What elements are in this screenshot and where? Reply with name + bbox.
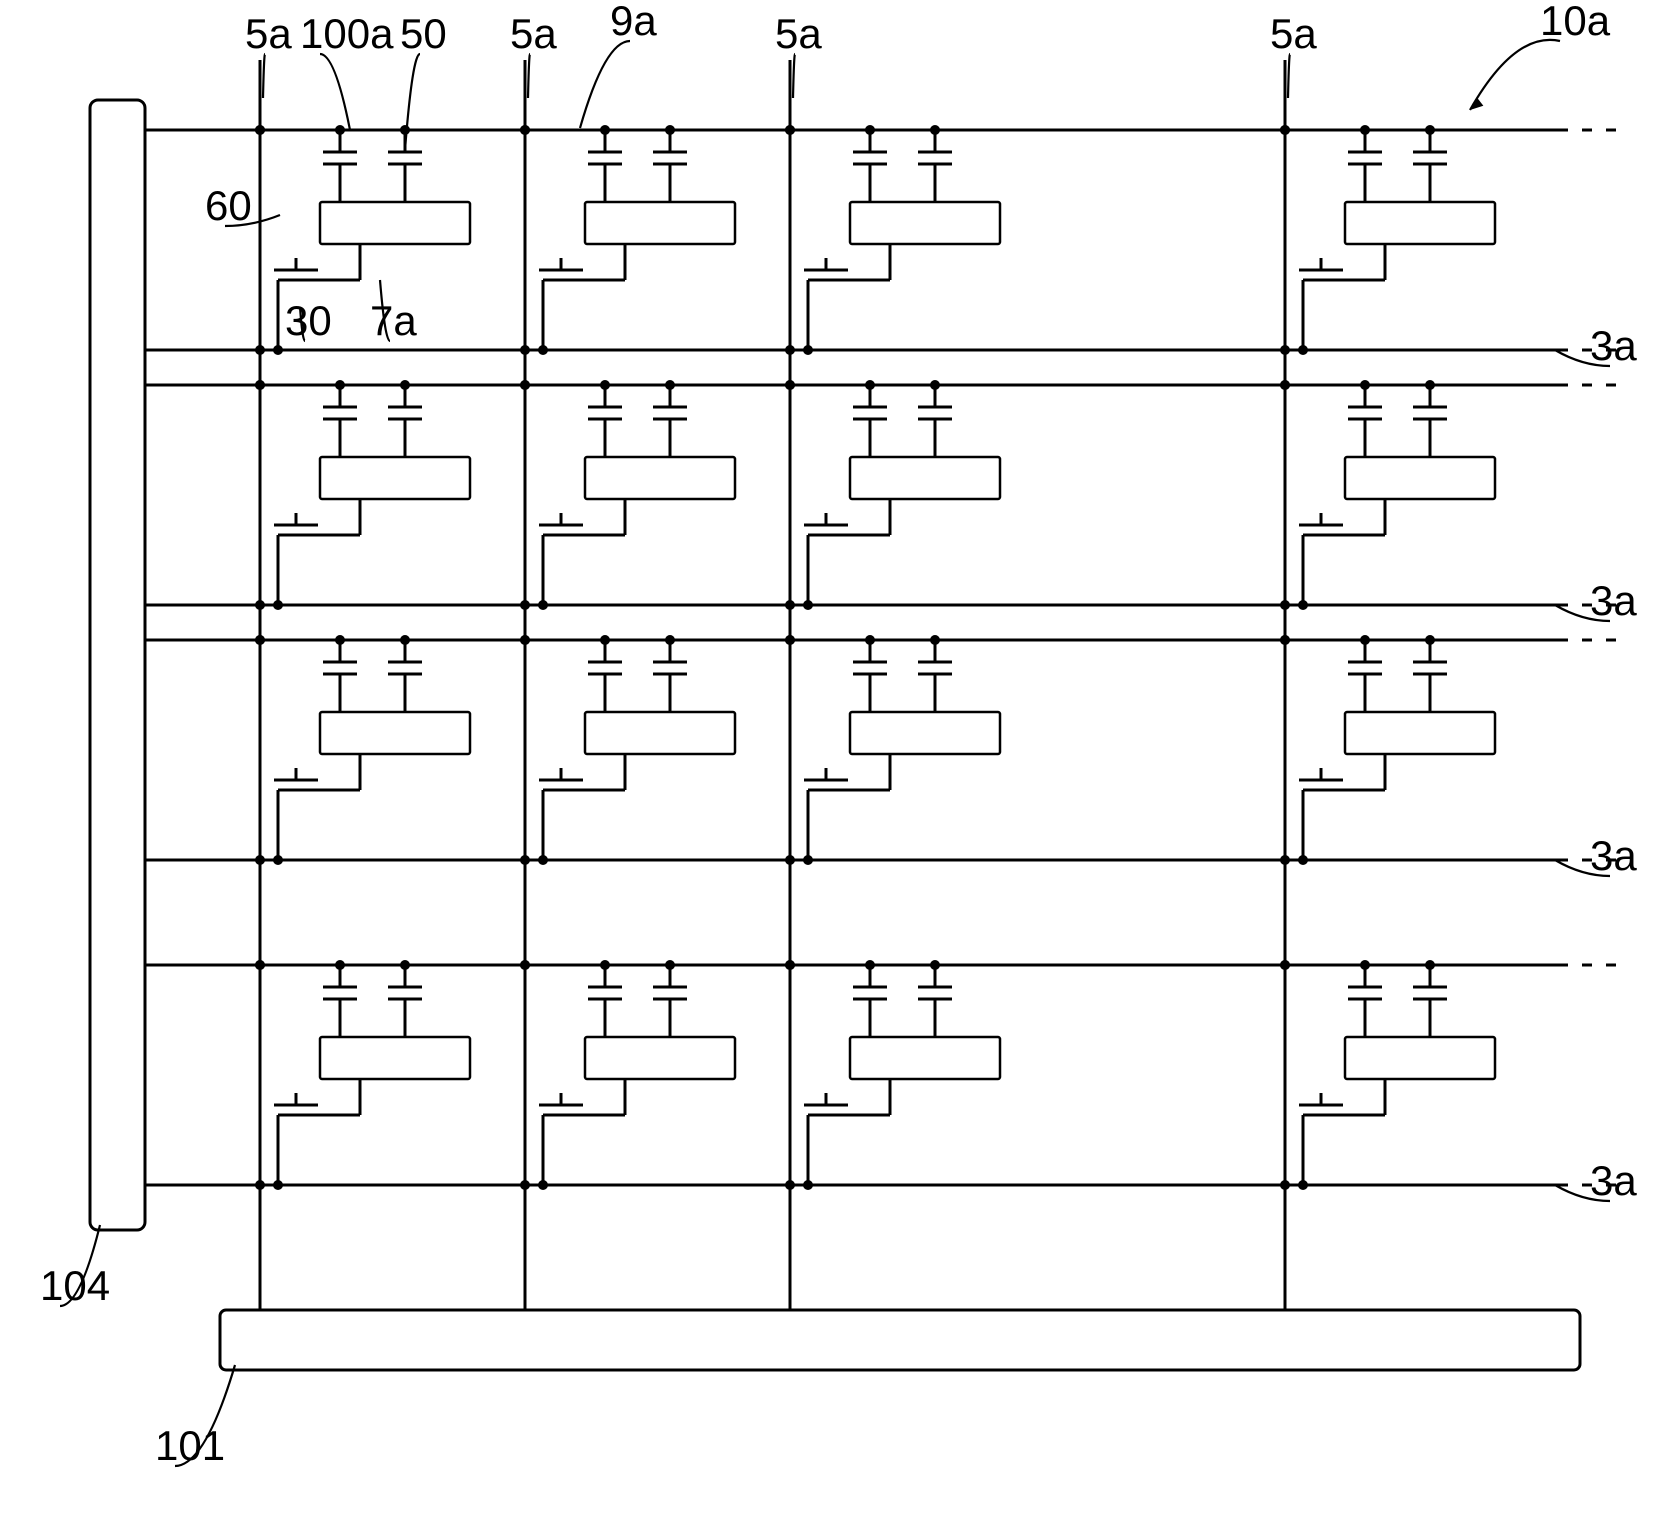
label-L_7a: 7a (370, 297, 417, 344)
label-L_9a: 9a (610, 0, 657, 44)
label-text-L_30: 30 (285, 297, 332, 344)
label-text-L_5a_2: 5a (510, 10, 557, 57)
label-L_60: 60 (205, 182, 252, 229)
pixel-cell-r0-c2 (785, 125, 1000, 355)
pixel-cell-r2-c1 (520, 635, 735, 865)
label-L_3a_2: 3a (1590, 577, 1637, 624)
pixel-cell-r3-c1 (520, 960, 735, 1190)
pixel-cell-r2-c2 (785, 635, 1000, 865)
label-L_101: 101 (155, 1422, 225, 1469)
label-text-L_10a: 10a (1540, 0, 1611, 44)
label-text-L_50: 50 (400, 10, 447, 57)
pixel-cell-r1-c2 (785, 380, 1000, 610)
label-text-L_3a_3: 3a (1590, 832, 1637, 879)
label-text-L_3a_2: 3a (1590, 577, 1637, 624)
label-L_3a_4: 3a (1590, 1157, 1637, 1204)
label-L_30: 30 (285, 297, 332, 344)
driver-bottom (220, 1310, 1580, 1370)
label-text-L_104: 104 (40, 1262, 110, 1309)
label-text-L_101: 101 (155, 1422, 225, 1469)
pixel-cell-r2-c0 (255, 635, 470, 865)
label-L_5a_1: 5a (245, 10, 292, 57)
driver-left (90, 100, 145, 1230)
pixel-cell-r2-c3 (1280, 635, 1495, 865)
label-L_5a_3: 5a (775, 10, 822, 57)
label-L_3a_3: 3a (1590, 832, 1637, 879)
label-text-L_5a_3: 5a (775, 10, 822, 57)
label-text-L_3a_4: 3a (1590, 1157, 1637, 1204)
label-L_3a_1: 3a (1590, 322, 1637, 369)
pixel-cell-r3-c2 (785, 960, 1000, 1190)
pixel-cell-r0-c1 (520, 125, 735, 355)
label-text-L_3a_1: 3a (1590, 322, 1637, 369)
pixel-cell-r3-c3 (1280, 960, 1495, 1190)
label-text-L_5a_4: 5a (1270, 10, 1317, 57)
label-text-L_5a_1: 5a (245, 10, 292, 57)
pixel-cell-r1-c0 (255, 380, 470, 610)
label-text-L_9a: 9a (610, 0, 657, 44)
label-L_10a: 10a (1540, 0, 1611, 44)
label-text-L_60: 60 (205, 182, 252, 229)
label-L_5a_2: 5a (510, 10, 557, 57)
pixel-cell-r3-c0 (255, 960, 470, 1190)
label-L_100a: 100a (300, 10, 394, 57)
label-text-L_100a: 100a (300, 10, 394, 57)
label-L_50: 50 (400, 10, 447, 57)
label-text-L_7a: 7a (370, 297, 417, 344)
label-L_104: 104 (40, 1262, 110, 1309)
pixel-cell-r1-c3 (1280, 380, 1495, 610)
label-L_5a_4: 5a (1270, 10, 1317, 57)
pixel-cell-r1-c1 (520, 380, 735, 610)
pixel-cell-r0-c3 (1280, 125, 1495, 355)
